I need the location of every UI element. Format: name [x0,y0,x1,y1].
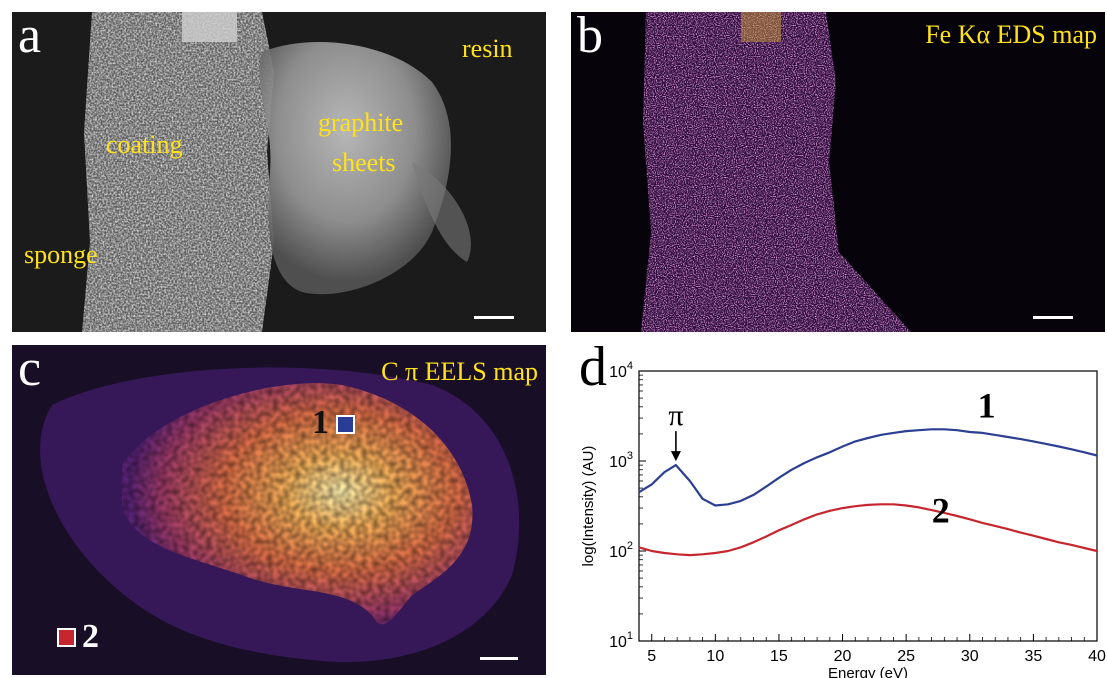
series-2-line [638,503,1098,557]
label-coating: coating [106,130,183,159]
y-axis-label: log(Intensity) (AU) [580,446,597,567]
panel-d-eels-spectra-chart: d 101 102 103 104 log(Intensity) (AU) 5 10 15 2… [571,345,1107,678]
x-tick-label: 20 [834,648,852,665]
panel-c-image-graphic [12,345,546,675]
panel-a-scale-bar [474,316,514,319]
series-2-label: 2 [932,490,950,530]
series-1-label: 1 [978,385,996,425]
y-tick-label: 103 [609,450,633,471]
panel-c-eels-map: c C π EELS map 1 2 [12,345,546,675]
marker-2-square [57,628,76,647]
panel-a-stem-image: a resin coating graphite sheets sponge [12,12,546,332]
marker-1-label: 1 [312,404,329,441]
label-sponge: sponge [24,240,98,269]
y-tick-label: 101 [609,630,633,651]
label-resin: resin [462,34,513,63]
x-tick-label: 10 [706,648,724,665]
panel-a-image-graphic [12,12,546,332]
spectra-chart-svg: 101 102 103 104 log(Intensity) (AU) 5 10 15 20 2… [580,360,1106,678]
x-axis-label: Energy (eV) [828,665,908,678]
x-tick-label: 40 [1088,648,1106,665]
label-sheets: sheets [332,148,396,177]
panel-d-letter: d [579,345,607,398]
label-graphite: graphite [318,108,404,137]
panel-b-title: Fe Kα EDS map [925,20,1097,49]
panel-c-letter: c [18,345,42,397]
x-tick-label: 25 [897,648,915,665]
y-tick-label: 102 [609,540,633,561]
panel-c-title: C π EELS map [381,357,538,386]
pi-annotation-label: π [668,399,683,432]
panel-b-eds-map: b Fe Kα EDS map [571,12,1105,332]
panel-b-scale-bar [1033,316,1073,319]
panel-c-scale-bar [480,657,518,660]
panel-a-letter: a [18,12,42,64]
x-tick-label: 30 [961,648,979,665]
x-tick-label: 35 [1024,648,1042,665]
series-1-line [638,428,1098,507]
x-tick-label: 15 [770,648,788,665]
marker-2-label: 2 [82,618,99,655]
x-tick-label: 5 [647,648,656,665]
marker-1-square [336,415,355,434]
panel-b-image-graphic [571,12,1105,332]
y-tick-label: 104 [609,360,633,381]
panel-b-letter: b [577,12,603,64]
pi-arrow-head [670,451,681,462]
